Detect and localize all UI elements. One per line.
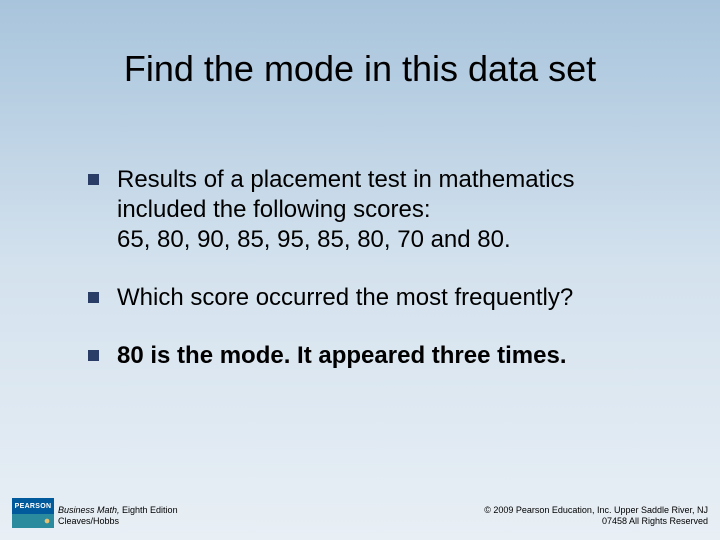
book-edition: Eighth Edition bbox=[120, 505, 178, 515]
bullet-marker-icon bbox=[88, 292, 99, 303]
pearson-logo-text: PEARSON bbox=[12, 498, 54, 514]
bullet-text: Which score occurred the most frequently… bbox=[117, 283, 573, 313]
slide-content: Results of a placement test in mathemati… bbox=[88, 165, 660, 399]
footer-left: PEARSON Business Math, Eighth Edition Cl… bbox=[12, 498, 178, 528]
bullet-text: Results of a placement test in mathemati… bbox=[117, 165, 660, 255]
copyright-line: © 2009 Pearson Education, Inc. Upper Sad… bbox=[484, 505, 708, 517]
book-title-line: Business Math, Eighth Edition bbox=[58, 505, 178, 517]
slide-title: Find the mode in this data set bbox=[0, 48, 720, 90]
bullet-item: Which score occurred the most frequently… bbox=[88, 283, 660, 313]
bullet-item: 80 is the mode. It appeared three times. bbox=[88, 341, 660, 371]
slide-footer: PEARSON Business Math, Eighth Edition Cl… bbox=[12, 498, 708, 528]
bullet-marker-icon bbox=[88, 350, 99, 361]
book-info: Business Math, Eighth Edition Cleaves/Ho… bbox=[58, 505, 178, 528]
book-authors: Cleaves/Hobbs bbox=[58, 516, 178, 528]
book-title: Business Math, bbox=[58, 505, 120, 515]
bullet-text-span: Which score occurred the most frequently… bbox=[117, 284, 573, 311]
copyright-line: 07458 All Rights Reserved bbox=[484, 516, 708, 528]
prentice-hall-icon bbox=[12, 514, 54, 528]
slide: Find the mode in this data set Results o… bbox=[0, 0, 720, 540]
bullet-marker-icon bbox=[88, 174, 99, 185]
pearson-logo: PEARSON bbox=[12, 498, 54, 528]
bullet-text-span: Results of a placement test in mathemati… bbox=[117, 166, 575, 253]
bullet-text: 80 is the mode. It appeared three times. bbox=[117, 341, 566, 371]
copyright: © 2009 Pearson Education, Inc. Upper Sad… bbox=[484, 505, 708, 528]
bullet-text-span: 80 is the mode. It appeared three times. bbox=[117, 342, 566, 369]
bullet-item: Results of a placement test in mathemati… bbox=[88, 165, 660, 255]
